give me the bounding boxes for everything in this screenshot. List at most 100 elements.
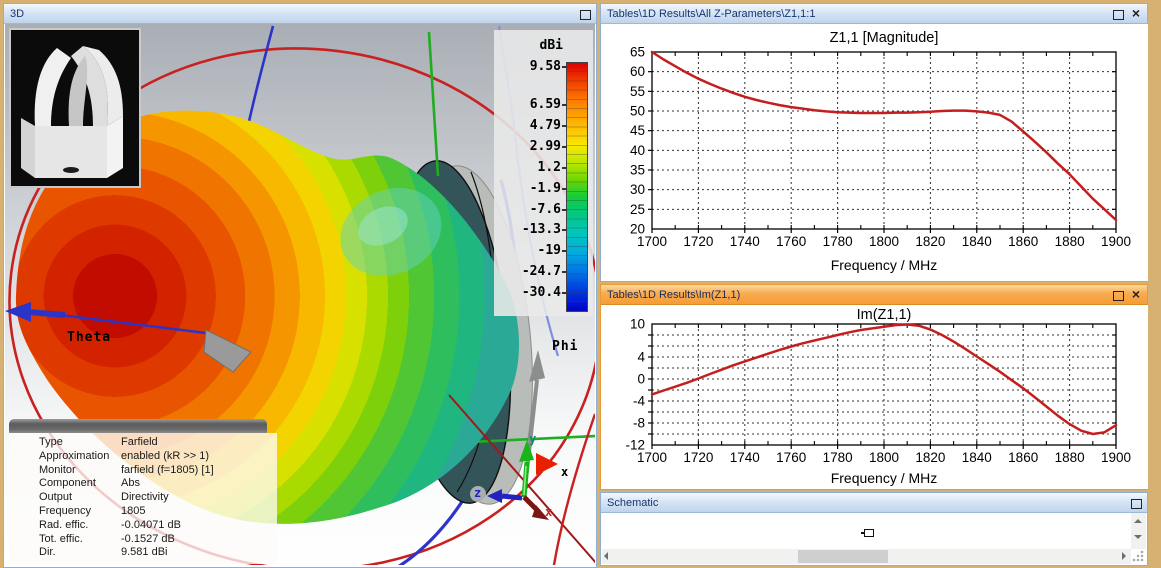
im-panel-titlebar[interactable]: Tables\1D Results\Im(Z1,1) × xyxy=(601,285,1147,305)
colorbar: dBi 9.58 6.59 4.79 2.99 1.2 -1.9 -7.6 -13.3 -19 -… xyxy=(494,30,593,316)
info-row: Approximation enabled (kR >> 1) xyxy=(39,449,210,462)
svg-text:1800: 1800 xyxy=(869,450,899,465)
svg-text:Frequency / MHz: Frequency / MHz xyxy=(831,257,938,273)
svg-text:Im(Z1,1): Im(Z1,1) xyxy=(857,307,912,323)
svg-text:1760: 1760 xyxy=(776,450,806,465)
theta-circle xyxy=(8,47,595,565)
colorbar-tick: 9.58 xyxy=(494,59,593,74)
colorbar-unit: dBi xyxy=(539,38,563,53)
colorbar-tick: 6.59 xyxy=(494,97,593,112)
svg-text:1900: 1900 xyxy=(1101,234,1131,249)
svg-text:Z1,1 [Magnitude]: Z1,1 [Magnitude] xyxy=(830,30,939,46)
z-panel-titlebar[interactable]: Tables\1D Results\All Z-Parameters\Z1,1:… xyxy=(601,4,1147,24)
schematic-component-icon[interactable] xyxy=(861,529,874,537)
x-axis-arrow-head xyxy=(532,505,549,520)
svg-text:1740: 1740 xyxy=(730,234,760,249)
theta-arrow-line xyxy=(59,313,207,335)
z-axis-shaft xyxy=(501,493,523,501)
svg-text:40: 40 xyxy=(630,143,645,158)
svg-text:1880: 1880 xyxy=(1055,234,1085,249)
horizontal-scrollbar[interactable] xyxy=(602,549,1131,564)
phi-arrow-head xyxy=(529,350,545,382)
scrollbar-thumb[interactable] xyxy=(797,550,888,563)
svg-text:-8: -8 xyxy=(633,416,645,431)
z-axis-label-disc xyxy=(470,486,486,502)
maximize-icon[interactable] xyxy=(1111,7,1125,21)
svg-text:1700: 1700 xyxy=(637,450,667,465)
schematic-titlebar[interactable]: Schematic xyxy=(601,493,1147,513)
antenna-base-left xyxy=(21,118,35,178)
svg-text:30: 30 xyxy=(630,182,645,197)
svg-text:1800: 1800 xyxy=(869,234,899,249)
svg-text:25: 25 xyxy=(630,202,645,217)
scroll-left-icon[interactable] xyxy=(602,549,617,564)
colorbar-tick: -30.4 xyxy=(494,285,593,300)
schematic-panel: Schematic xyxy=(600,492,1148,566)
im-panel-title: Tables\1D Results\Im(Z1,1) xyxy=(607,289,741,301)
close-icon[interactable]: × xyxy=(1131,5,1141,21)
maximize-icon[interactable] xyxy=(578,7,592,21)
schematic-canvas[interactable] xyxy=(602,513,1146,564)
svg-text:35: 35 xyxy=(630,163,645,178)
theta-arrow-shaft xyxy=(26,309,66,318)
z-magnitude-chart[interactable]: 1700 1720 1740 1760 1780 1800 1820 1840 1860 1880… xyxy=(602,24,1148,281)
scroll-right-icon[interactable] xyxy=(1116,549,1131,564)
3d-panel-titlebar[interactable]: 3D xyxy=(4,4,596,24)
theta-label: Theta xyxy=(67,330,112,345)
svg-text:1720: 1720 xyxy=(683,234,713,249)
close-icon[interactable]: × xyxy=(1131,286,1141,302)
colorbar-tick: -1.9 xyxy=(494,181,593,196)
im-z-panel: Tables\1D Results\Im(Z1,1) × 1700 1720 174… xyxy=(600,284,1148,490)
info-row: Output Directivity xyxy=(39,491,169,504)
svg-text:1840: 1840 xyxy=(962,450,992,465)
z-panel-title: Tables\1D Results\All Z-Parameters\Z1,1:… xyxy=(607,8,816,20)
svg-text:1780: 1780 xyxy=(823,234,853,249)
antenna-base-front xyxy=(35,126,107,178)
colorbar-tick: -24.7 xyxy=(494,264,593,279)
y-axis-highlight xyxy=(523,465,527,496)
phi-label: Phi xyxy=(552,339,579,354)
im-z-chart[interactable]: 1700 1720 1740 1760 1780 1800 1820 1840 1860 1880… xyxy=(602,305,1148,489)
vertical-scrollbar[interactable] xyxy=(1131,513,1146,549)
colorbar-tick: -13.3 xyxy=(494,222,593,237)
svg-text:1820: 1820 xyxy=(915,450,945,465)
svg-text:20: 20 xyxy=(630,222,645,237)
antenna-flare-side xyxy=(83,46,123,126)
info-row: Rad. effic. -0.04071 dB xyxy=(39,518,181,531)
x-axis-red-label: x xyxy=(545,505,553,519)
svg-text:1880: 1880 xyxy=(1055,450,1085,465)
info-row: Dir. 9.581 dBi xyxy=(39,546,168,559)
resize-grip[interactable] xyxy=(1132,550,1145,563)
im-chart-area: 1700 1720 1740 1760 1780 1800 1820 1840 1860 1880… xyxy=(602,305,1148,489)
maximize-icon[interactable] xyxy=(1129,496,1143,510)
svg-text:1780: 1780 xyxy=(823,450,853,465)
info-table-header-bar xyxy=(9,419,267,433)
svg-text:45: 45 xyxy=(630,123,645,138)
scroll-up-icon[interactable] xyxy=(1131,513,1146,528)
theta-circle-lower-right xyxy=(552,413,595,565)
z-axis-arrow-head xyxy=(487,489,502,503)
theta-cone xyxy=(203,329,252,373)
antenna-inner-sheet xyxy=(68,56,88,126)
svg-text:1840: 1840 xyxy=(962,234,992,249)
antenna-model-preview xyxy=(9,28,141,188)
svg-text:1860: 1860 xyxy=(1008,450,1038,465)
info-row: Frequency 1805 xyxy=(39,504,146,517)
svg-text:-12: -12 xyxy=(625,438,645,453)
colorbar-tick: 1.2 xyxy=(494,160,593,175)
svg-text:1740: 1740 xyxy=(730,450,760,465)
svg-text:1820: 1820 xyxy=(915,234,945,249)
x-axis-label: x xyxy=(561,465,569,479)
colorbar-gradient xyxy=(566,62,588,312)
svg-text:-4: -4 xyxy=(633,394,645,409)
scroll-down-icon[interactable] xyxy=(1131,529,1146,544)
y-axis-arrow-head xyxy=(519,440,534,462)
svg-text:0: 0 xyxy=(637,372,645,387)
maximize-icon[interactable] xyxy=(1111,288,1125,302)
y-axis-label: y xyxy=(529,432,537,446)
antenna-model-drawing xyxy=(21,46,123,178)
z-magnitude-panel: Tables\1D Results\All Z-Parameters\Z1,1:… xyxy=(600,3,1148,282)
3d-viewport[interactable]: Theta Phi x x y z dBi 9.58 6.59 4.79 2.99 1.… xyxy=(5,24,595,566)
info-row: Type Farfield xyxy=(39,436,158,448)
svg-text:Frequency / MHz: Frequency / MHz xyxy=(831,470,938,486)
